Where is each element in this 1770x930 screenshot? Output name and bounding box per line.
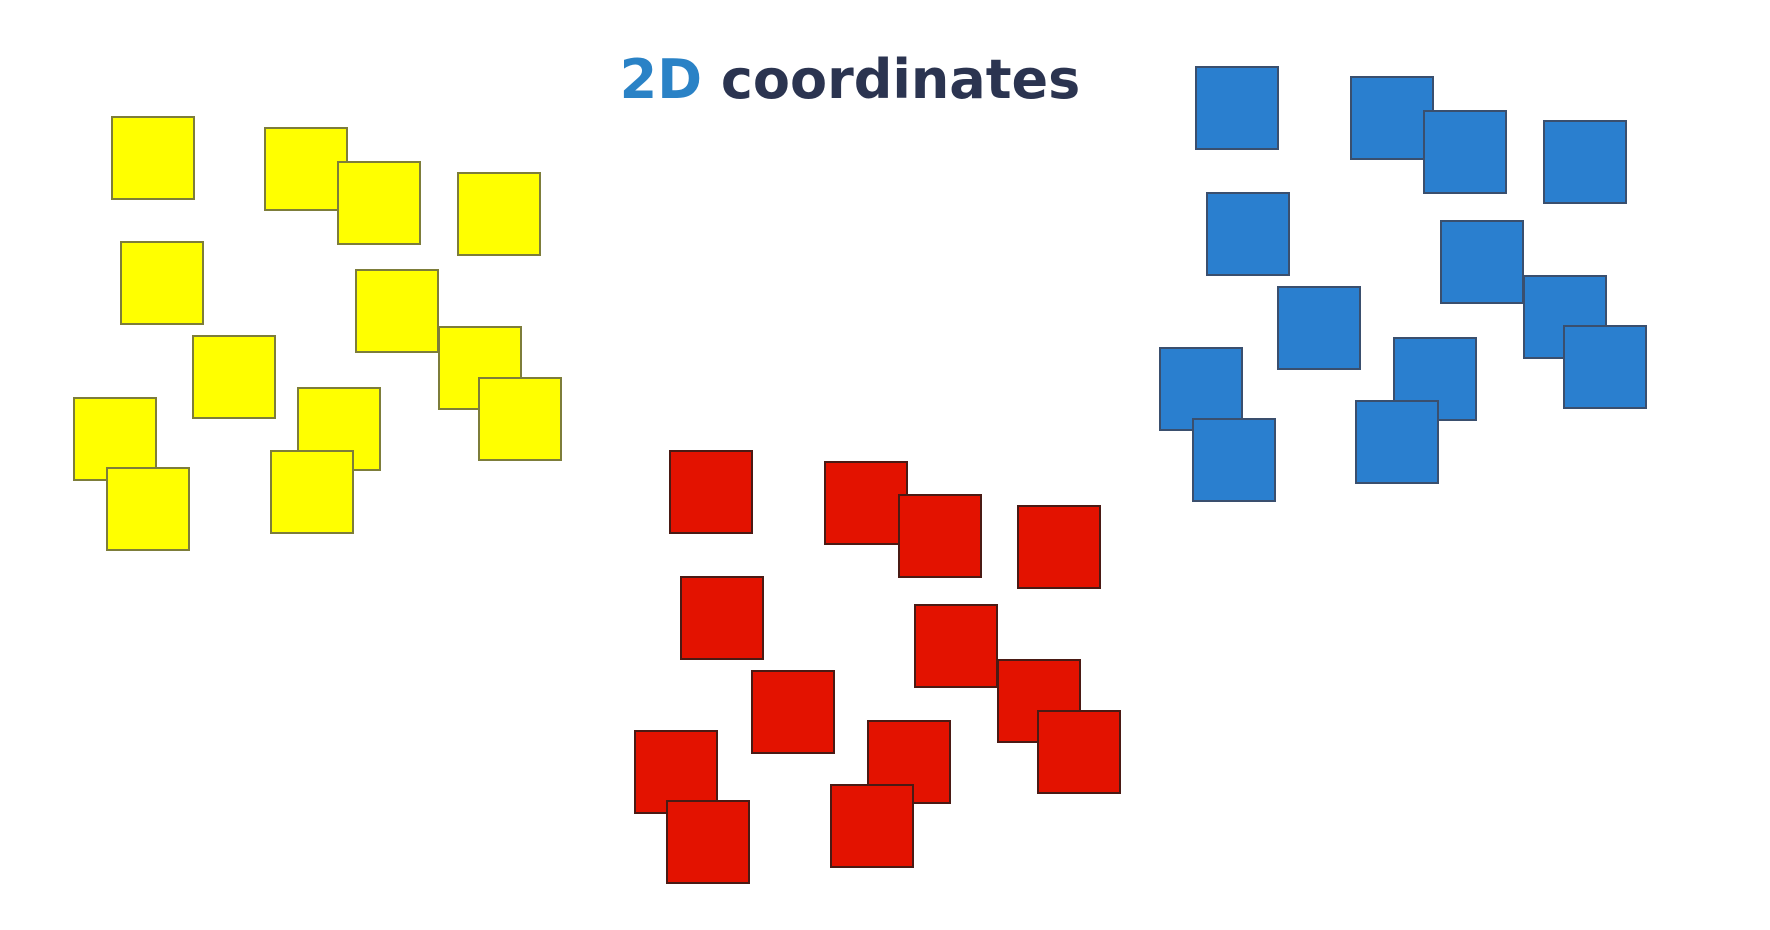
blue-square bbox=[1277, 286, 1361, 370]
page-title: 2D coordinates bbox=[0, 48, 1700, 111]
title-text: coordinates bbox=[702, 48, 1081, 111]
blue-square bbox=[1350, 76, 1434, 160]
red-square bbox=[914, 604, 998, 688]
yellow-square bbox=[120, 241, 204, 325]
yellow-square bbox=[111, 116, 195, 200]
red-square bbox=[680, 576, 764, 660]
blue-square bbox=[1206, 192, 1290, 276]
blue-square bbox=[1440, 220, 1524, 304]
yellow-square bbox=[478, 377, 562, 461]
blue-square bbox=[1195, 66, 1279, 150]
yellow-square bbox=[355, 269, 439, 353]
blue-square bbox=[1543, 120, 1627, 204]
yellow-square bbox=[270, 450, 354, 534]
yellow-square bbox=[106, 467, 190, 551]
red-square bbox=[666, 800, 750, 884]
title-highlight: 2D bbox=[619, 48, 703, 111]
red-square bbox=[824, 461, 908, 545]
yellow-square bbox=[192, 335, 276, 419]
red-square bbox=[898, 494, 982, 578]
red-square bbox=[751, 670, 835, 754]
yellow-square bbox=[264, 127, 348, 211]
blue-square bbox=[1423, 110, 1507, 194]
yellow-square bbox=[337, 161, 421, 245]
yellow-square bbox=[457, 172, 541, 256]
red-square bbox=[669, 450, 753, 534]
blue-square bbox=[1192, 418, 1276, 502]
red-square bbox=[1017, 505, 1101, 589]
red-square bbox=[830, 784, 914, 868]
red-square bbox=[1037, 710, 1121, 794]
blue-square bbox=[1355, 400, 1439, 484]
blue-square bbox=[1563, 325, 1647, 409]
